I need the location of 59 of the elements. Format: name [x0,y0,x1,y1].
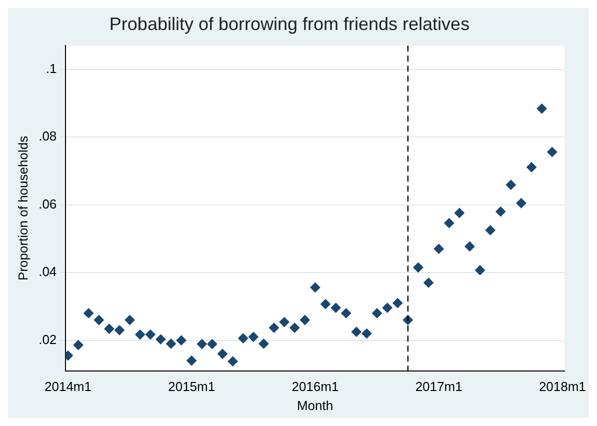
point [73,340,84,350]
x-tick-label: 2015m1 [168,379,216,394]
point [258,338,269,349]
point [156,334,166,344]
point [114,325,124,336]
point [279,317,290,328]
point [475,265,486,276]
point [228,356,238,366]
chart-title: Probability of borrowing from friends relatives [109,14,470,34]
point [135,330,146,340]
point [392,298,403,308]
point [145,330,156,340]
y-tick-label: .04 [38,264,57,280]
point [176,335,186,346]
y-tick-label: .08 [38,128,57,144]
point [454,208,464,218]
point [320,299,331,310]
point [330,302,341,313]
point [351,326,362,337]
point [434,244,444,254]
point [413,262,424,272]
y-tick-label: .02 [38,332,57,347]
point [94,314,104,325]
point [362,328,372,339]
y-axis-title: Proportion of households [15,135,30,280]
x-tick-label: 2017m1 [415,379,462,394]
x-tick-label: 2014m1 [44,379,92,394]
point [104,324,114,334]
point [269,322,280,333]
point [218,348,228,359]
point [547,146,558,157]
point [290,322,300,333]
point [382,302,392,313]
point [496,206,506,217]
y-tick-label: .1 [46,60,57,76]
point [372,308,382,318]
point [424,278,434,288]
point [341,308,352,318]
point [248,332,258,342]
point [196,339,207,350]
point [238,333,248,344]
x-tick-label: 2018m1 [538,379,586,394]
y-tick-label: .06 [38,196,57,212]
x-axis-title: Month [296,398,334,413]
point [464,241,475,252]
point [186,356,197,366]
point [84,308,94,318]
point [526,162,537,172]
point [124,314,135,325]
point [166,338,176,349]
point [207,339,218,350]
point [516,198,526,208]
point [444,218,454,228]
point [310,282,320,292]
point [300,314,310,325]
point [506,180,516,190]
point [536,104,547,114]
point [485,225,496,236]
x-tick-label: 2016m1 [292,379,339,394]
